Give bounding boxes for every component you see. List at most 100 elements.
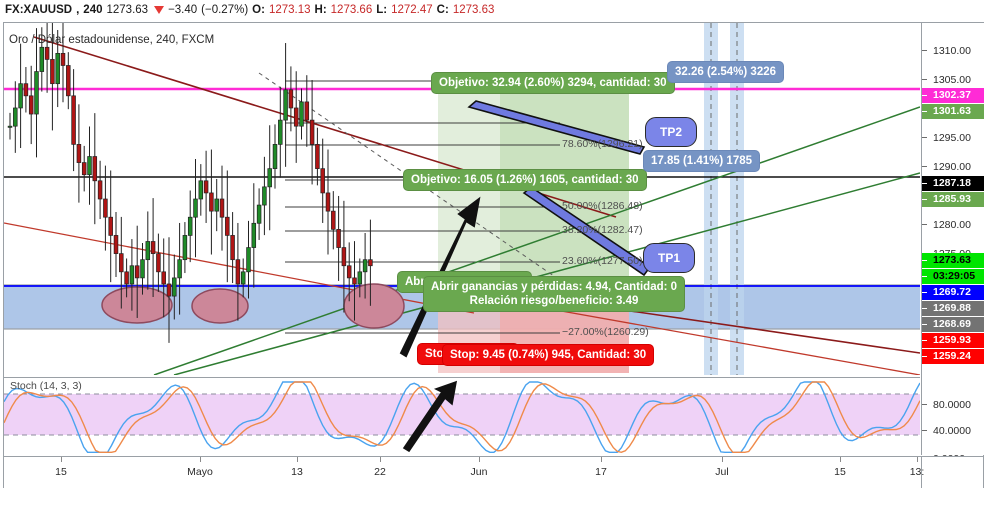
time-tick-label: 13 [291,466,303,478]
candle-body [108,216,113,236]
candle-body [230,235,235,261]
candle-body [362,259,368,273]
price-badge-red-1259-24[interactable]: 1259.24 [922,349,984,364]
candle-body [150,241,156,254]
candle-body [92,156,98,182]
candle-body [187,216,193,236]
candle-body [44,46,50,60]
candle-body [341,247,347,267]
candle-body [278,119,283,145]
candle-body [156,253,161,273]
price-badge-magenta[interactable]: 1302.37 [922,88,984,103]
candle-body [55,52,60,85]
price-tick: 1290.00 [922,160,984,174]
stoch-d-line [4,381,920,454]
candle-body [124,271,129,285]
price-badge-green-1285[interactable]: 1285.93 [922,192,984,207]
candle-body [267,168,272,188]
candle-body [225,216,230,236]
time-tick-label: 22 [374,466,386,478]
candle-body [325,192,331,212]
stochastic-pane[interactable]: Stoch (14, 3, 3) [4,377,920,456]
time-tick-label: Jul [715,466,729,478]
candle-body [357,271,363,285]
axis-separator [921,457,922,488]
tp1-bubble[interactable]: TP1 [643,243,695,273]
open-position-line1: Abrir ganancias y pérdidas: 4.94, Cantid… [431,281,678,293]
candle-body [368,259,373,267]
price-badge-black[interactable]: 1287.18 [922,176,984,191]
price-tick: 1280.00 [922,218,984,232]
candle-body [71,95,76,145]
stoch-band [4,394,920,435]
candle-body [34,71,39,115]
open-label: O: [252,4,265,16]
close-label: C: [436,4,449,16]
open-position-tooltip[interactable]: Abrir ganancias y pérdidas: 4.94, Cantid… [424,277,685,311]
candle-body [214,198,219,212]
stoch-tick: 40.0000 [922,424,984,438]
candle-body [299,101,304,127]
time-tick-mark [297,457,298,462]
triangle-down-icon [154,6,165,14]
candle-body [81,162,87,176]
time-tick-label: Mayo [187,466,213,478]
fib-label-neg27: −27.00%(1260.29) [562,326,649,338]
high-value: 1273.66 [330,4,373,16]
time-tick-mark [917,457,918,462]
candle-body [145,241,151,261]
low-marker-2 [191,288,249,324]
tp2-tooltip[interactable]: 32.26 (2.54%) 3226 [668,62,784,82]
price-badge-last[interactable]: 1273.63 [922,253,984,268]
time-tick-label: 15 [834,466,846,478]
price-axis[interactable]: 1310.001305.001295.001290.001280.001275.… [921,23,984,465]
price-badge-green-1301[interactable]: 1301.63 [922,104,984,119]
candle-body [309,119,315,145]
countdown-badge[interactable]: 03:29:05 [922,269,984,284]
stoch-k-line [4,381,920,454]
time-tick-label: Jun [470,466,488,478]
price-badge-grey-1268[interactable]: 1268.69 [922,317,984,332]
candle-body [246,247,251,273]
stoch-tick: 80.0000 [922,398,984,412]
low-value: 1272.47 [391,4,433,16]
price-tick: 1305.00 [922,73,984,87]
candle-body [336,228,341,248]
candle-body [166,283,172,297]
time-tick-mark [840,457,841,462]
interval-label[interactable]: , [76,4,80,16]
objective-top-label[interactable]: Objetivo: 32.94 (2.60%) 3294, cantidad: … [432,73,674,93]
quote-bar: FX:XAUUSD, 240 1273.63 −3.40 (−0.27%) O:… [0,0,987,20]
tp2-bubble[interactable]: TP2 [645,117,697,147]
candle-body [177,259,182,279]
candle-body [352,277,357,285]
trendline-ascending-1 [153,106,920,375]
price-badge-blue[interactable]: 1269.72 [922,285,984,300]
objective-mid-label[interactable]: Objetivo: 16.05 (1.26%) 1605, cantidad: … [404,170,646,190]
open-value: 1273.13 [268,4,311,16]
tp1-tooltip[interactable]: 17.85 (1.41%) 1785 [644,151,760,171]
change-percent: (−0.27%) [201,4,249,16]
candle-body [193,198,198,218]
symbol-label[interactable]: FX:XAUUSD [5,4,73,16]
interval-value[interactable]: 240 [83,4,103,16]
time-axis[interactable]: 15 Mayo 13 22 Jun 17 Jul 15 13: [4,456,983,488]
candle-body [161,271,166,285]
time-tick-mark [479,457,480,462]
candle-body [198,180,204,200]
candle-body [203,180,209,194]
candle-body [76,144,82,163]
stop-tooltip[interactable]: Stop: 9.45 (0.74%) 945, Cantidad: 30 [443,345,654,365]
time-tick-mark [722,457,723,462]
price-badge-red-1259-93[interactable]: 1259.93 [922,333,984,348]
time-tick-label: 13: [909,466,925,478]
candle-body [272,144,278,170]
time-tick-mark [380,457,381,462]
candle-body [256,204,262,224]
candle-body [28,95,34,115]
candlestick-series [7,23,373,343]
time-tick-mark [601,457,602,462]
price-badge-grey-1269[interactable]: 1269.88 [922,301,984,316]
candle-body [315,144,320,170]
